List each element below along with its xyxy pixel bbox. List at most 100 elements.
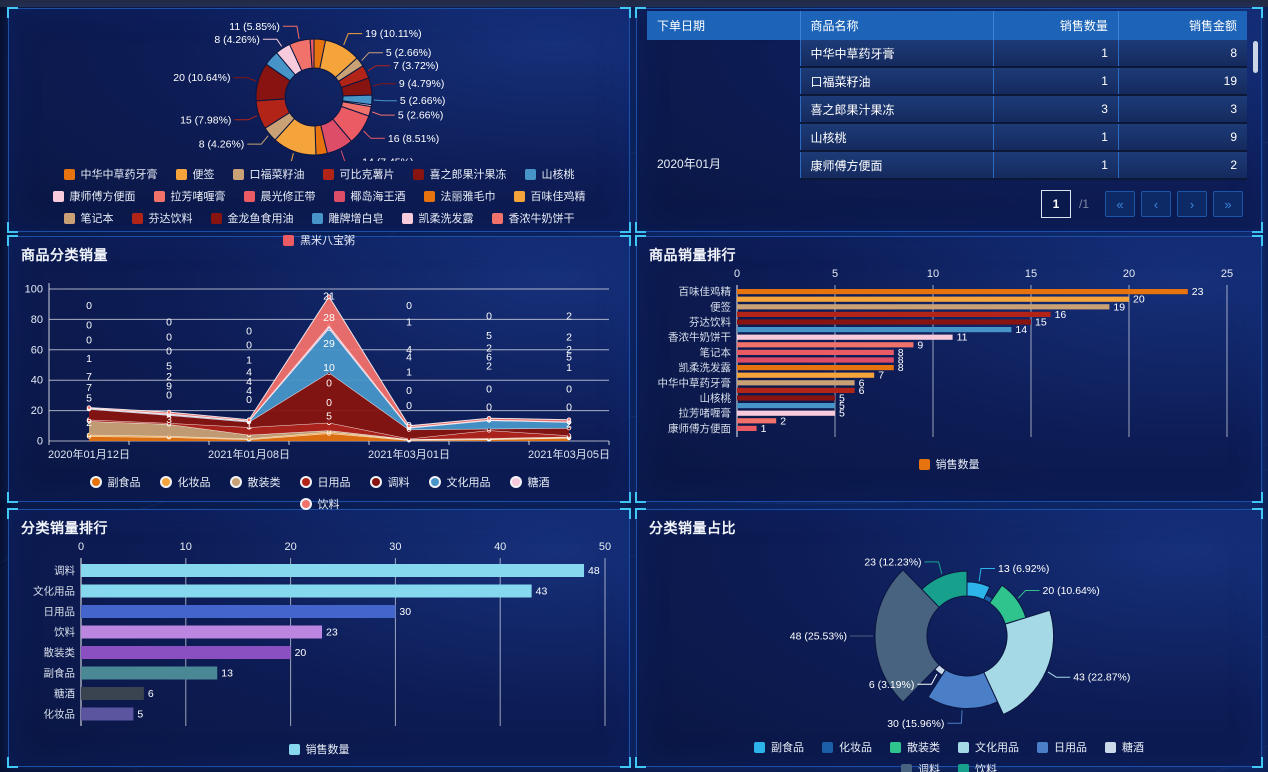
bar-喜之郎果汁果冻[interactable] — [737, 342, 914, 348]
column-header-销售金额[interactable]: 销售金额 — [1117, 11, 1247, 40]
page-number-box[interactable]: 1 — [1040, 190, 1071, 218]
table-row[interactable]: 康师傅方便面 1 2 — [647, 151, 1247, 180]
column-header-销售数量[interactable]: 销售数量 — [993, 11, 1119, 40]
area-series-饮料[interactable] — [89, 296, 569, 428]
table-row[interactable]: 2020年01月 中华中草药牙膏 1 8 — [647, 40, 1247, 171]
bar-凯柔洗发露[interactable] — [737, 365, 894, 371]
legend-item-散装类[interactable]: 散装类 — [229, 474, 281, 490]
bar-黑米八宝粥[interactable] — [737, 418, 777, 424]
data-point[interactable] — [246, 417, 252, 422]
bar-散装类[interactable] — [81, 646, 291, 659]
bar-日用品[interactable] — [81, 605, 396, 618]
data-point[interactable] — [326, 294, 332, 299]
legend-item-喜之郎果汁果冻[interactable]: 喜之郎果汁果冻 — [412, 166, 507, 182]
legend-item-法丽雅毛巾[interactable]: 法丽雅毛巾 — [423, 188, 496, 204]
legend-item-芬达饮料[interactable]: 芬达饮料 — [131, 210, 193, 226]
first-page-button[interactable]: « — [1105, 191, 1135, 217]
data-point[interactable] — [486, 415, 492, 421]
legend-item-凯柔洗发露[interactable]: 凯柔洗发露 — [401, 210, 474, 226]
pie-slice-文化用品[interactable] — [983, 609, 1055, 716]
data-point[interactable] — [166, 409, 172, 415]
legend-item-椰岛海王酒[interactable]: 椰岛海王酒 — [333, 188, 406, 204]
data-point[interactable] — [406, 423, 412, 428]
bar-法丽雅毛巾[interactable] — [737, 387, 855, 393]
next-page-button[interactable]: › — [1177, 191, 1207, 217]
legend-item-糖酒[interactable]: 糖酒 — [1105, 739, 1144, 755]
legend-item-口福菜籽油[interactable]: 口福菜籽油 — [232, 166, 305, 182]
bar-调料[interactable] — [81, 564, 585, 577]
legend-item-晨光修正带[interactable]: 晨光修正带 — [243, 188, 316, 204]
bar-百味佳鸡精[interactable] — [737, 289, 1188, 295]
legend-item-可比克薯片[interactable]: 可比克薯片 — [322, 166, 395, 182]
legend-item-副食品[interactable]: 副食品 — [754, 739, 804, 755]
bar-金龙鱼食用油[interactable] — [737, 296, 1129, 302]
bar-口福菜籽油[interactable] — [737, 403, 835, 409]
point-label: 0 — [86, 335, 92, 347]
table-scrollbar-thumb[interactable] — [1253, 41, 1258, 73]
bar-可比克薯片[interactable] — [737, 372, 875, 378]
legend-item-文化用品[interactable]: 文化用品 — [428, 474, 491, 490]
legend-item-调料[interactable]: 调料 — [369, 474, 410, 490]
legend-swatch — [231, 478, 240, 486]
legend-item-饮料[interactable]: 饮料 — [958, 761, 997, 772]
pie-slice-饮料[interactable] — [921, 570, 968, 608]
legend-item-百味佳鸡精[interactable]: 百味佳鸡精 — [513, 188, 586, 204]
bar-拉芳啫喱膏[interactable] — [737, 410, 835, 416]
legend-item-日用品[interactable]: 日用品 — [299, 474, 351, 490]
legend-item-康师傅方便面[interactable]: 康师傅方便面 — [52, 188, 136, 204]
legend-item-中华中草药牙膏[interactable]: 中华中草药牙膏 — [63, 166, 158, 182]
area-series-化妆品[interactable] — [89, 431, 569, 441]
pie-slice-调料[interactable] — [874, 569, 940, 703]
legend-item-销售数量[interactable]: 销售数量 — [918, 456, 980, 472]
bar-香浓牛奶饼干[interactable] — [737, 334, 953, 340]
legend-item-便签[interactable]: 便签 — [175, 166, 215, 182]
pie-slice-黑米八宝粥[interactable] — [309, 38, 315, 69]
legend-item-饮料[interactable]: 饮料 — [299, 496, 340, 512]
area-series-副食品[interactable] — [89, 433, 569, 441]
legend-item-散装类[interactable]: 散装类 — [890, 739, 940, 755]
bar-便签[interactable] — [737, 304, 1110, 310]
legend-item-化妆品[interactable]: 化妆品 — [822, 739, 872, 755]
legend-item-文化用品[interactable]: 文化用品 — [958, 739, 1019, 755]
legend-item-金龙鱼食用油[interactable]: 金龙鱼食用油 — [210, 210, 294, 226]
bar-饮料[interactable] — [81, 625, 323, 639]
legend-item-黑米八宝粥[interactable]: 黑米八宝粥 — [283, 232, 355, 248]
area-series-文化用品[interactable] — [89, 328, 569, 430]
legend-item-笔记本[interactable]: 笔记本 — [63, 210, 114, 226]
legend-item-副食品[interactable]: 副食品 — [89, 474, 141, 490]
bar-笔记本[interactable] — [737, 349, 894, 355]
area-series-调料[interactable] — [89, 372, 569, 439]
prev-page-button[interactable]: ‹ — [1141, 191, 1171, 217]
bar-副食品[interactable] — [81, 666, 218, 680]
bar-中华中草药牙膏[interactable] — [737, 380, 855, 386]
table-row[interactable]: 山核桃 1 9 — [647, 123, 1247, 152]
legend-item-拉芳啫喱膏[interactable]: 拉芳啫喱膏 — [153, 188, 226, 204]
bar-椰岛海王酒[interactable] — [737, 327, 1012, 333]
last-page-button[interactable]: » — [1213, 191, 1243, 217]
legend-item-化妆品[interactable]: 化妆品 — [159, 474, 211, 490]
bar-芬达饮料[interactable] — [737, 319, 1031, 325]
legend-item-山核桃[interactable]: 山核桃 — [524, 166, 575, 182]
legend-item-调料[interactable]: 调料 — [901, 761, 940, 772]
pie-slice-日用品[interactable] — [927, 669, 999, 709]
data-point[interactable] — [566, 417, 572, 422]
data-point[interactable] — [86, 405, 92, 410]
legend-item-日用品[interactable]: 日用品 — [1037, 739, 1087, 755]
legend-item-雕牌增白皂[interactable]: 雕牌增白皂 — [311, 210, 384, 226]
bar-雕牌增白皂[interactable] — [737, 357, 894, 363]
bar-晨光修正带[interactable] — [737, 311, 1051, 317]
legend-item-香浓牛奶饼干[interactable]: 香浓牛奶饼干 — [491, 210, 575, 226]
table-row[interactable]: 口福菜籽油 1 19 — [647, 67, 1247, 96]
column-header-下单日期[interactable]: 下单日期 — [647, 11, 801, 40]
legend-item-糖酒[interactable]: 糖酒 — [509, 474, 550, 490]
column-header-商品名称[interactable]: 商品名称 — [799, 11, 994, 40]
bar-文化用品[interactable] — [81, 584, 532, 598]
bar-化妆品[interactable] — [81, 707, 134, 721]
bar-康师傅方便面[interactable] — [737, 425, 757, 431]
pie-slice-散装类[interactable] — [988, 584, 1027, 625]
bar-糖酒[interactable] — [81, 687, 144, 700]
legend-item-销售数量[interactable]: 销售数量 — [288, 741, 350, 757]
table-row[interactable]: 喜之郎果汁果冻 3 3 — [647, 95, 1247, 124]
bar-山核桃[interactable] — [737, 395, 835, 401]
area-series-日用品[interactable] — [89, 419, 569, 440]
